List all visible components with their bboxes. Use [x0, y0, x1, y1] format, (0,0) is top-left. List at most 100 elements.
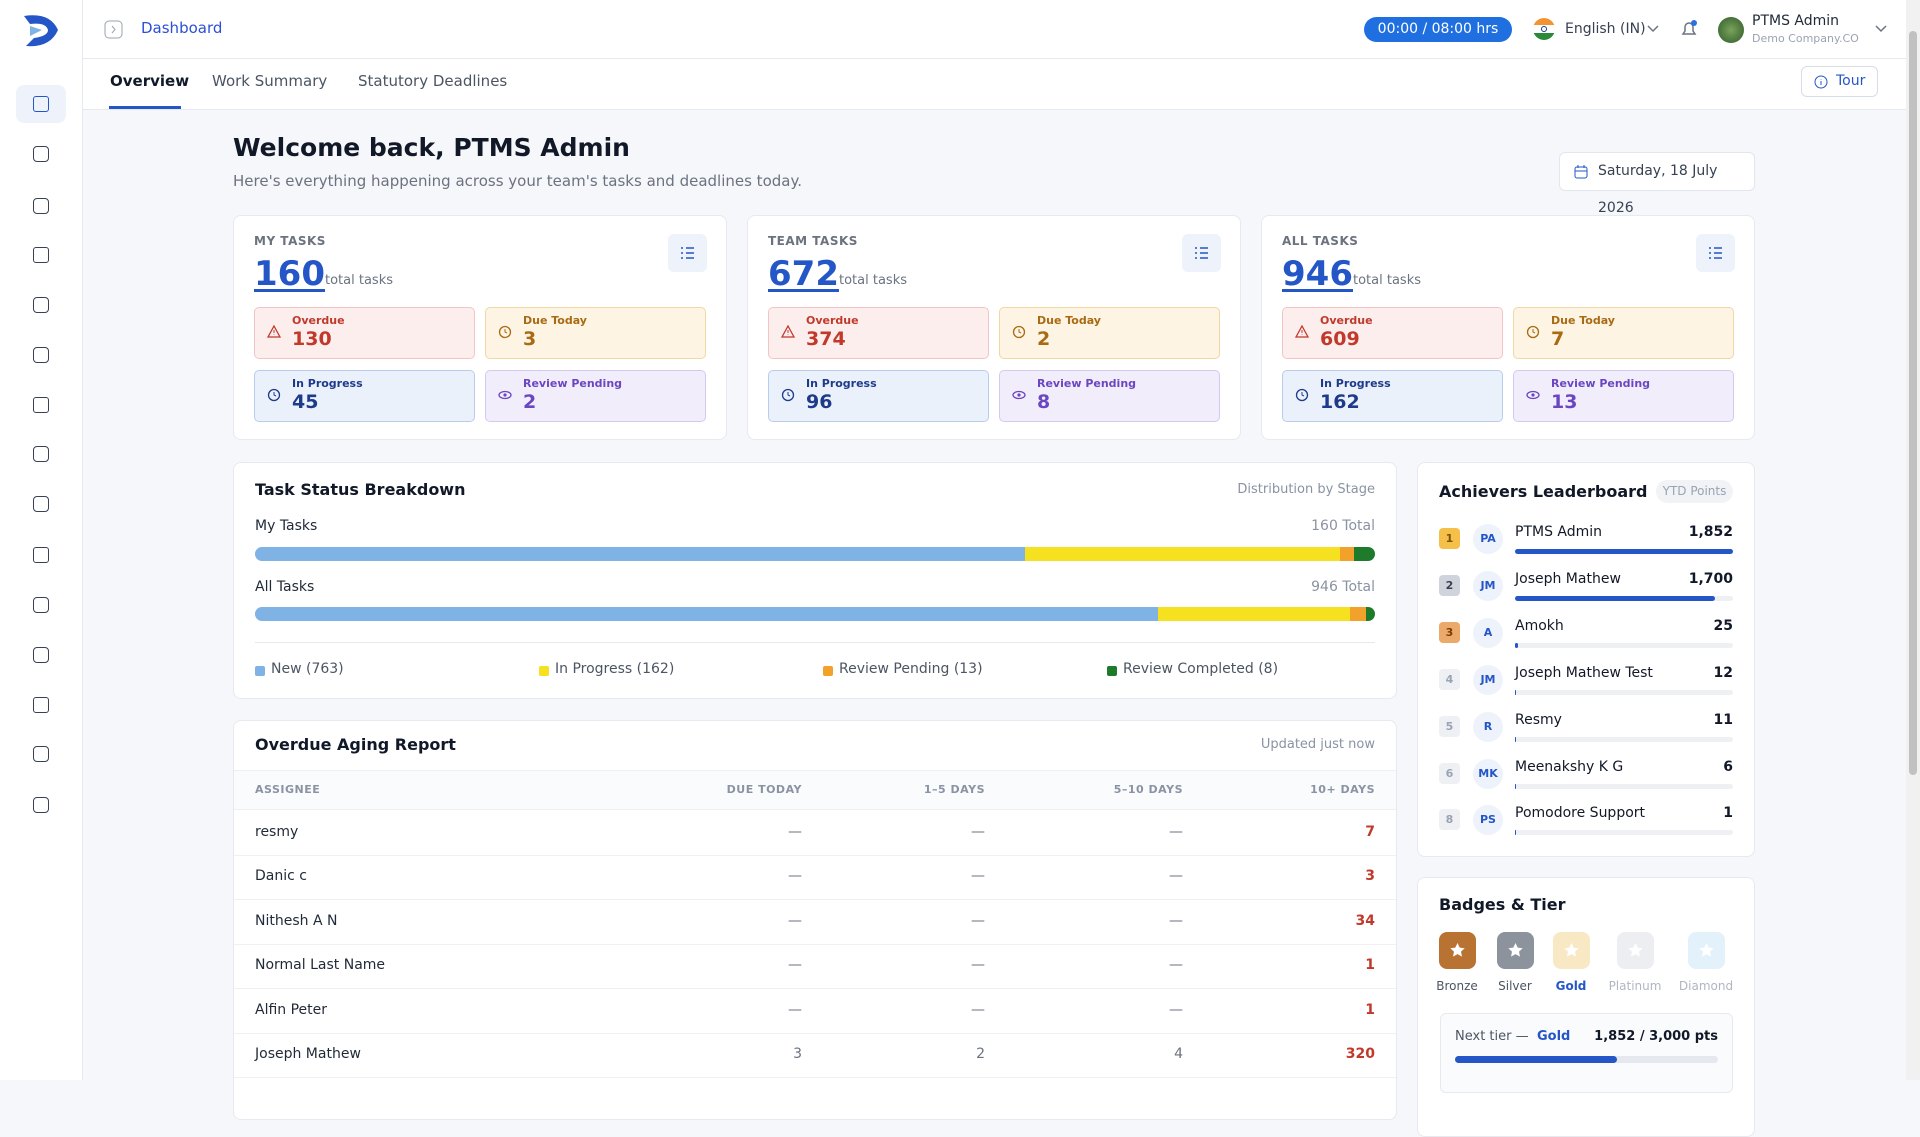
legend-label: New (763) [271, 661, 344, 677]
tier-label: Silver [1498, 979, 1532, 993]
stat-box stat dt[interactable]: Due Today2 [999, 307, 1220, 359]
nav-icon[interactable] [33, 146, 49, 162]
card-menu[interactable] [1696, 234, 1735, 272]
timer[interactable]: 00:00 / 08:00 hrs [1364, 17, 1512, 42]
aging-cell: — [788, 868, 802, 884]
bar-segment [1158, 607, 1350, 621]
welcome-subtitle: Here's everything happening across your … [233, 172, 802, 190]
nav-icon[interactable] [33, 797, 49, 813]
aging-cell: 34 [1356, 913, 1375, 929]
card-total-suffix: total tasks [325, 273, 393, 288]
collapse-icon[interactable] [104, 20, 124, 40]
card-total[interactable]: 946 [1282, 254, 1353, 294]
tier-icon [1497, 932, 1534, 969]
aging-cell: 3 [1365, 868, 1375, 884]
card-total[interactable]: 672 [768, 254, 839, 294]
points-track [1515, 596, 1733, 601]
legend-label: Review Completed (8) [1123, 661, 1278, 677]
tier-icon [1688, 932, 1725, 969]
rank: 2 [1439, 575, 1460, 596]
row-divider [234, 1077, 1396, 1078]
nav-icon[interactable] [33, 347, 49, 363]
breadcrumb[interactable]: Dashboard [141, 19, 222, 37]
stacked-bar [255, 547, 1375, 561]
next-tier: Gold [1537, 1029, 1570, 1044]
nav-icon[interactable] [33, 198, 49, 214]
card-label: ALL TASKS [1282, 234, 1358, 248]
nav-icon[interactable] [33, 247, 49, 263]
stat-box stat ip[interactable]: In Progress96 [768, 370, 989, 422]
leaderboard-panel [1417, 462, 1755, 857]
table-header [234, 770, 1396, 810]
rank: 3 [1439, 622, 1460, 643]
stat-box stat ov[interactable]: Overdue130 [254, 307, 475, 359]
stat-box stat rp[interactable]: Review Pending13 [1513, 370, 1734, 422]
card-menu[interactable] [1182, 234, 1221, 272]
initials: R [1473, 712, 1503, 742]
date-box[interactable]: Saturday, 18 July 2026 [1559, 152, 1755, 191]
stat-box stat ov[interactable]: Overdue609 [1282, 307, 1503, 359]
column-header: 1–5 DAYS [924, 783, 985, 796]
nav-icon[interactable] [33, 397, 49, 413]
user-name[interactable]: PTMS Admin [1752, 13, 1839, 29]
tier-icon [1553, 932, 1590, 969]
points-bar [1515, 596, 1715, 601]
column-header: DUE TODAY [727, 783, 802, 796]
points: 1,852 [1689, 524, 1733, 540]
stat-box stat rp[interactable]: Review Pending2 [485, 370, 706, 422]
progress-label: 1,852 / 3,000 pts [1594, 1029, 1718, 1044]
nav-icon[interactable] [33, 647, 49, 663]
stat-value: 7 [1551, 328, 1564, 350]
page: Dashboard 00:00 / 08:00 hrs English (IN)… [0, 0, 1920, 1080]
nav-icon[interactable] [33, 96, 49, 112]
stat-label: In Progress [806, 377, 877, 390]
nav-icon[interactable] [33, 597, 49, 613]
points: 6 [1723, 759, 1733, 775]
tab[interactable]: Statutory Deadlines [358, 72, 507, 90]
logo [20, 10, 62, 50]
aging-cell: 7 [1365, 824, 1375, 840]
aging-cell: — [971, 824, 985, 840]
stat-box stat dt[interactable]: Due Today7 [1513, 307, 1734, 359]
date: Saturday, 18 July 2026 [1598, 163, 1717, 216]
initials: PA [1473, 524, 1503, 554]
stat-box stat ip[interactable]: In Progress162 [1282, 370, 1503, 422]
nav-icon[interactable] [33, 297, 49, 313]
stat-box stat ov[interactable]: Overdue374 [768, 307, 989, 359]
assignee: Danic c [255, 868, 307, 884]
assignee: Nithesh A N [255, 913, 337, 929]
aging-cell: 320 [1346, 1046, 1375, 1062]
stat-box stat rp[interactable]: Review Pending8 [999, 370, 1220, 422]
points-track [1515, 643, 1733, 648]
nav-icon[interactable] [33, 446, 49, 462]
bar-segment [255, 607, 1158, 621]
scrollbar[interactable] [1906, 0, 1920, 1080]
name: PTMS Admin [1515, 524, 1602, 540]
tab[interactable]: Work Summary [212, 72, 327, 90]
legend-swatch [823, 666, 833, 676]
avatar[interactable] [1718, 17, 1744, 43]
stat-box stat dt[interactable]: Due Today3 [485, 307, 706, 359]
tour-button[interactable]: Tour [1801, 66, 1878, 97]
stat-value: 3 [523, 328, 536, 350]
nav-icon[interactable] [33, 547, 49, 563]
aging-cell: — [788, 824, 802, 840]
tour-label[interactable]: Tour [1836, 73, 1865, 89]
nav-icon[interactable] [33, 496, 49, 512]
stat-box stat ip[interactable]: In Progress45 [254, 370, 475, 422]
nav-icon[interactable] [33, 697, 49, 713]
language[interactable]: English (IN) [1565, 21, 1646, 37]
panel-title: Task Status Breakdown [255, 480, 465, 499]
aging-cell: — [1169, 957, 1183, 973]
stat-label: Due Today [1551, 314, 1615, 327]
tab[interactable]: Overview [110, 72, 189, 90]
scroll-thumb[interactable] [1909, 31, 1917, 775]
stat-value: 2 [1037, 328, 1050, 350]
card-menu[interactable] [668, 234, 707, 272]
row-divider [234, 988, 1396, 989]
points-bar [1515, 549, 1733, 554]
bell[interactable] [1678, 18, 1700, 40]
card-total[interactable]: 160 [254, 254, 325, 294]
nav-icon[interactable] [33, 746, 49, 762]
card-label: MY TASKS [254, 234, 326, 248]
